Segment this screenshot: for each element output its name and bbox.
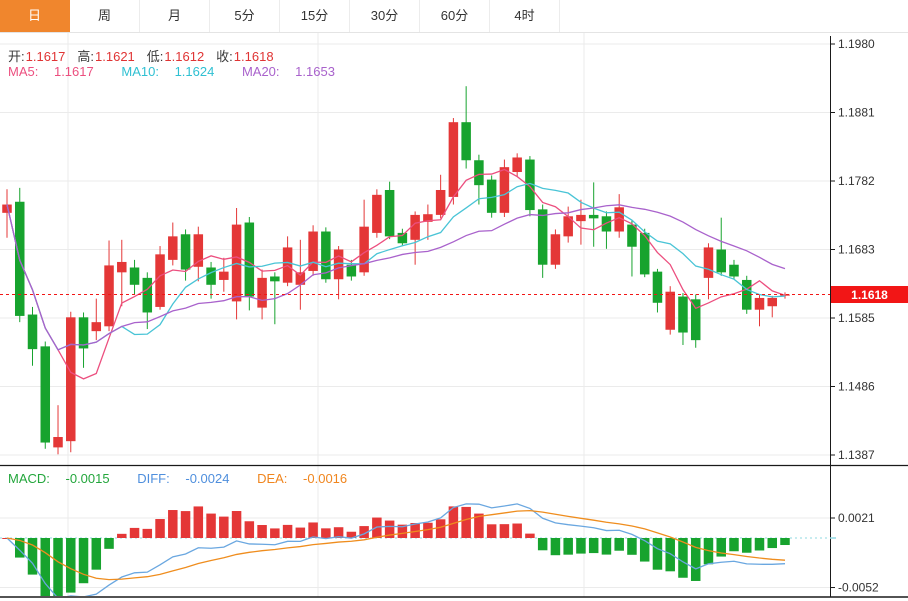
dea-line — [6, 509, 786, 581]
period-tabbar: 日周月 5分 15分 30分 60分 4时 — [0, 0, 908, 33]
svg-text:1.1782: 1.1782 — [838, 174, 875, 188]
svg-text:-0.0052: -0.0052 — [838, 581, 879, 595]
ma20-label: MA20: 1.1653 — [241, 64, 335, 79]
macd-value: MACD: -0.0015 — [8, 471, 110, 486]
svg-text:1.1881: 1.1881 — [838, 106, 875, 120]
tab-60分[interactable]: 60分 — [420, 0, 490, 32]
high-value: 1.1621 — [95, 49, 135, 64]
svg-text:1.1387: 1.1387 — [838, 448, 875, 462]
low-value: 1.1612 — [164, 49, 205, 64]
svg-text:1.1585: 1.1585 — [838, 311, 875, 325]
ma10-label: MA10: 1.1624 — [121, 64, 215, 79]
ma-lines — [6, 168, 786, 380]
tab-周[interactable]: 周 — [70, 0, 140, 32]
ma-info: MA5: 1.1617 MA10: 1.1624 MA20: 1.1653 — [8, 64, 359, 79]
svg-text:1.1486: 1.1486 — [838, 380, 875, 394]
svg-text:1.1683: 1.1683 — [838, 243, 875, 257]
tab-30分[interactable]: 30分 — [350, 0, 420, 32]
tab-15分[interactable]: 15分 — [280, 0, 350, 32]
open-label: 开: — [8, 49, 25, 64]
tab-月[interactable]: 月 — [140, 0, 210, 32]
close-value: 1.1618 — [233, 49, 274, 64]
current-price-badge: 1.1618 — [831, 286, 908, 303]
gridlines — [0, 33, 830, 597]
tab-日[interactable]: 日 — [0, 0, 70, 32]
y-axis: 1.1980 1.1881 1.1782 1.1683 1.1585 1.1486 1.13… — [0, 36, 908, 598]
dea-value: DEA: -0.0016 — [257, 471, 348, 486]
high-label: 高: — [77, 49, 95, 64]
tab-5分[interactable]: 5分 — [210, 0, 280, 32]
macd-panel — [0, 503, 830, 596]
low-label: 低: — [146, 49, 164, 64]
diff-line — [6, 503, 786, 596]
tab-4时[interactable]: 4时 — [490, 0, 560, 32]
diff-value: DIFF: -0.0024 — [137, 471, 230, 486]
svg-text:1.1980: 1.1980 — [838, 37, 875, 51]
ma5-label: MA5: 1.1617 — [8, 64, 94, 79]
svg-text:0.0021: 0.0021 — [838, 511, 875, 525]
open-value: 1.1617 — [25, 49, 66, 64]
ohlc-info: 开:1.1617 高:1.1621 低:1.1612 收:1.1618 — [8, 46, 286, 65]
candles — [2, 86, 790, 455]
close-label: 收: — [216, 49, 233, 64]
macd-info: MACD: -0.0015 DIFF: -0.0024 DEA: -0.0016 — [8, 471, 371, 486]
